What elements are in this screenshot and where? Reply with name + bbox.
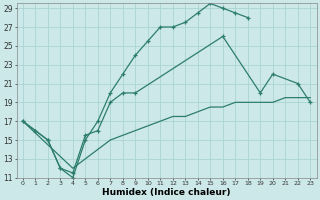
X-axis label: Humidex (Indice chaleur): Humidex (Indice chaleur) xyxy=(102,188,231,197)
